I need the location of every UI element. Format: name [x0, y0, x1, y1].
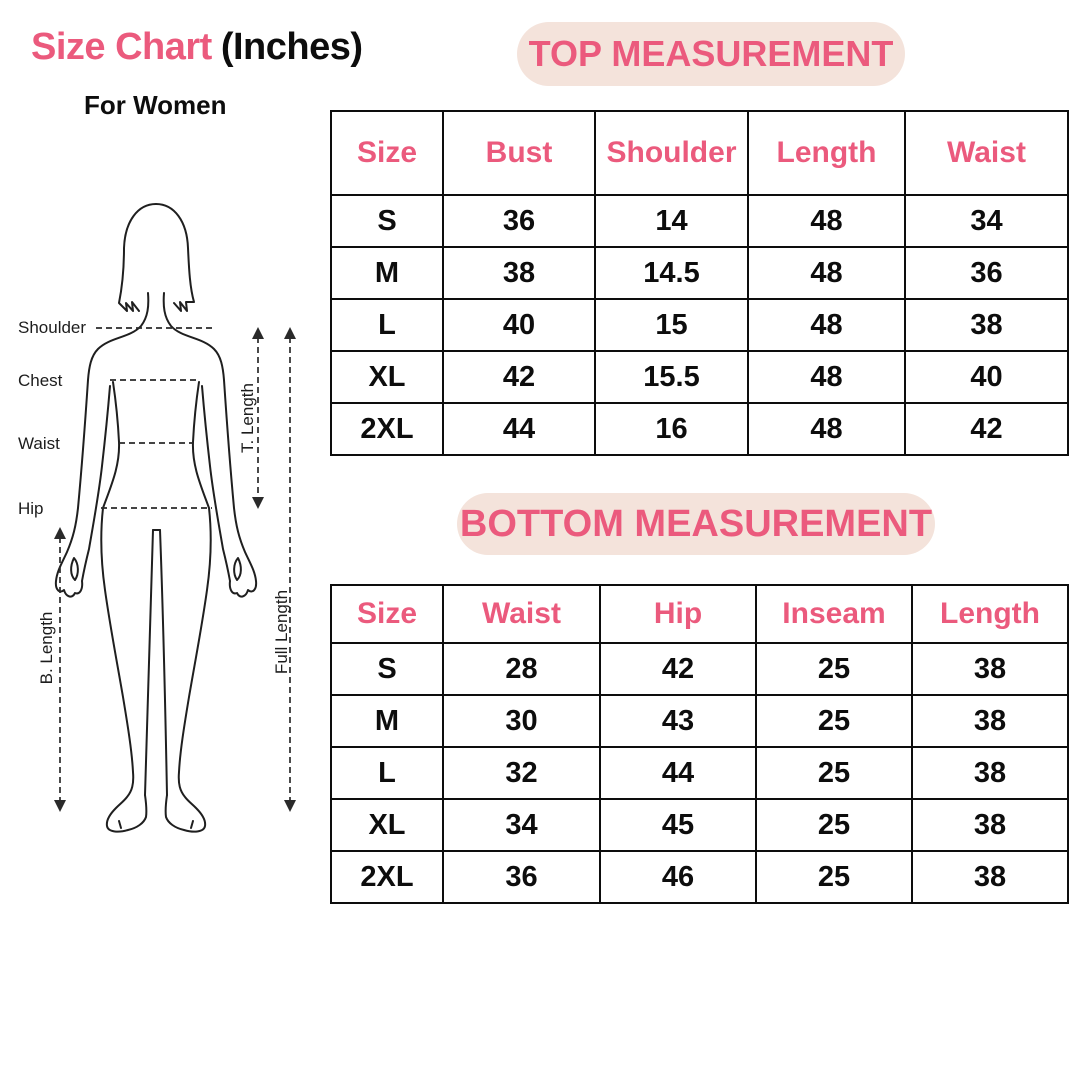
table-row: M 38 14.5 48 36	[330, 246, 1069, 300]
measurement-dashed-lines	[59, 327, 291, 802]
value-cell: 40	[442, 298, 596, 352]
value-cell: 38	[911, 798, 1069, 852]
size-cell: S	[330, 642, 444, 696]
table-header-row: Size Bust Shoulder Length Waist	[330, 110, 1069, 196]
value-cell: 38	[904, 298, 1069, 352]
shoulder-label: Shoulder	[18, 318, 86, 337]
value-cell: 34	[904, 194, 1069, 248]
column-header-length: Length	[911, 584, 1069, 644]
column-header-inseam: Inseam	[755, 584, 913, 644]
top-measurement-badge: TOP MEASUREMENT	[517, 22, 905, 86]
column-header-size: Size	[330, 110, 444, 196]
value-cell: 45	[599, 798, 757, 852]
size-cell: L	[330, 746, 444, 800]
value-cell: 36	[442, 850, 601, 904]
table-row: L 40 15 48 38	[330, 298, 1069, 352]
diagram-labels: Shoulder Chest Waist Hip T. Length Full …	[18, 318, 291, 684]
full-length-label: Full Length	[272, 590, 291, 674]
table-row: XL 34 45 25 38	[330, 798, 1069, 852]
size-cell: M	[330, 694, 444, 748]
chest-label: Chest	[18, 371, 63, 390]
table-header-row: Size Waist Hip Inseam Length	[330, 584, 1069, 644]
body-measurement-diagram: Shoulder Chest Waist Hip T. Length Full …	[18, 203, 296, 833]
page-title-unit: (Inches)	[220, 26, 363, 68]
column-header-waist: Waist	[904, 110, 1069, 196]
value-cell: 48	[747, 246, 906, 300]
value-cell: 48	[747, 350, 906, 404]
value-cell: 16	[594, 402, 749, 456]
value-cell: 40	[904, 350, 1069, 404]
value-cell: 44	[442, 402, 596, 456]
value-cell: 43	[599, 694, 757, 748]
value-cell: 48	[747, 194, 906, 248]
table-row: XL 42 15.5 48 40	[330, 350, 1069, 404]
value-cell: 46	[599, 850, 757, 904]
table-row: S 28 42 25 38	[330, 642, 1069, 696]
column-header-bust: Bust	[442, 110, 596, 196]
value-cell: 42	[599, 642, 757, 696]
column-header-length: Length	[747, 110, 906, 196]
value-cell: 14.5	[594, 246, 749, 300]
value-cell: 38	[911, 642, 1069, 696]
value-cell: 25	[755, 642, 913, 696]
value-cell: 25	[755, 694, 913, 748]
page-subtitle: For Women	[84, 90, 227, 120]
value-cell: 25	[755, 746, 913, 800]
value-cell: 30	[442, 694, 601, 748]
value-cell: 28	[442, 642, 601, 696]
value-cell: 14	[594, 194, 749, 248]
table-row: M 30 43 25 38	[330, 694, 1069, 748]
table-row: L 32 44 25 38	[330, 746, 1069, 800]
column-header-waist: Waist	[442, 584, 601, 644]
value-cell: 15	[594, 298, 749, 352]
value-cell: 42	[442, 350, 596, 404]
size-cell: M	[330, 246, 444, 300]
value-cell: 38	[442, 246, 596, 300]
table-row: 2XL 36 46 25 38	[330, 850, 1069, 904]
waist-label: Waist	[18, 434, 60, 453]
female-figure-outline	[54, 203, 258, 833]
size-cell: XL	[330, 350, 444, 404]
value-cell: 36	[904, 246, 1069, 300]
value-cell: 34	[442, 798, 601, 852]
value-cell: 44	[599, 746, 757, 800]
b-length-label: B. Length	[37, 612, 56, 685]
value-cell: 32	[442, 746, 601, 800]
table-row: S 36 14 48 34	[330, 194, 1069, 248]
value-cell: 25	[755, 798, 913, 852]
column-header-size: Size	[330, 584, 444, 644]
top-measurement-table: Size Bust Shoulder Length Waist S 36 14 48 3…	[330, 110, 1069, 456]
table-row: 2XL 44 16 48 42	[330, 402, 1069, 456]
arrowheads	[54, 327, 296, 812]
page-title-main: Size Chart	[31, 26, 212, 68]
value-cell: 15.5	[594, 350, 749, 404]
hip-label: Hip	[18, 499, 44, 518]
bottom-measurement-badge: BOTTOM MEASUREMENT	[457, 493, 935, 555]
value-cell: 48	[747, 402, 906, 456]
bottom-measurement-table: Size Waist Hip Inseam Length S 28 42 25 38 M 3…	[330, 584, 1069, 904]
page-title: Size Chart (Inches)	[31, 26, 363, 69]
size-cell: 2XL	[330, 402, 444, 456]
size-cell: L	[330, 298, 444, 352]
column-header-hip: Hip	[599, 584, 757, 644]
value-cell: 38	[911, 694, 1069, 748]
value-cell: 48	[747, 298, 906, 352]
value-cell: 36	[442, 194, 596, 248]
value-cell: 38	[911, 850, 1069, 904]
size-cell: S	[330, 194, 444, 248]
value-cell: 25	[755, 850, 913, 904]
t-length-label: T. Length	[238, 383, 257, 453]
value-cell: 38	[911, 746, 1069, 800]
value-cell: 42	[904, 402, 1069, 456]
size-cell: XL	[330, 798, 444, 852]
column-header-shoulder: Shoulder	[594, 110, 749, 196]
size-cell: 2XL	[330, 850, 444, 904]
